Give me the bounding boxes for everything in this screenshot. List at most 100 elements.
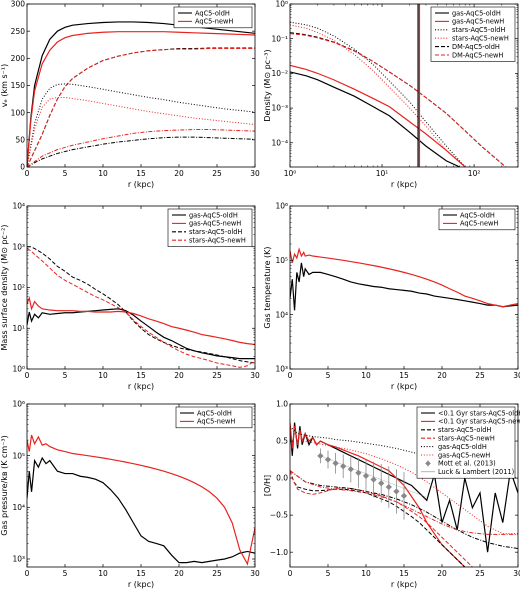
x-tick-label: 25 [212,371,222,380]
legend-label: gas-AqC5-newH [452,18,504,26]
y-tick-label: −0.5 [270,511,288,520]
legend-label: stars-AqC5-newH [438,435,495,443]
axes-frame [26,3,256,168]
x-axis-label: r (kpc) [128,382,154,391]
panel-2: 10⁰ 10¹ 10² 10⁻⁴ 10⁻³ 10⁻² 10⁻¹ 10⁰ r (kpc) Densi… [263,0,519,189]
x-tick-label: 30 [250,569,260,578]
x-tick-label: 0 [25,371,30,380]
y-tick-label: 10⁻¹ [271,34,288,43]
y-tick-label: 10⁻³ [271,104,288,113]
x-tick-label: 20 [174,569,184,578]
y-tick-label: 10⁰ [12,365,25,374]
data-point-marker [378,480,385,487]
x-tick-label: 10 [361,371,371,380]
panel-4: 0 5 10 15 20 25 30 10³ 10⁴ 10⁵ 10⁶ r (kpc) Gas tempe… [263,202,520,391]
legend-box [416,406,516,479]
series-line [27,136,255,167]
legend-label: gas-AqC5-oldH [438,443,487,451]
y-tick-label: 10⁶ [275,202,288,211]
data-point-marker [393,488,400,495]
data-point-marker [385,483,392,491]
x-tick-label: 0 [25,569,30,578]
plot-area [27,21,255,167]
series-line [290,470,466,567]
y-axis-label: Gas pressure/kʙ (K cm⁻³) [0,435,9,536]
axes-frame [289,205,519,370]
series-line [290,422,466,567]
y-tick-label: 300 [11,0,26,9]
series-line [290,262,518,311]
y-axis-label: Mass surface density (M⊙ pc⁻²) [0,225,9,351]
series-line [27,48,255,167]
panel-5: 0 5 10 15 20 25 30 10³ 10⁴ 10⁵ 10⁶ r (kpc) Gas press… [0,400,260,589]
y-tick-label: 200 [11,54,26,63]
x-tick-label: 30 [513,569,520,578]
legend-label: <0.1 Gyr stars-AqC5-newH [438,418,520,426]
x-tick-label: 25 [212,569,222,578]
data-point-marker [400,492,408,499]
plot-area [27,246,255,368]
x-tick-label: 25 [212,169,222,178]
x-tick-label: 30 [250,169,260,178]
series-line [27,83,255,167]
legend-swatch [425,460,431,467]
x-tick-label: 15 [399,569,409,578]
series-line [290,470,518,549]
x-tick-label: 0 [288,371,293,380]
legend-box [173,6,253,29]
x-tick-label: 20 [437,371,447,380]
axes-frame [26,403,256,568]
panel-3: 0 5 10 15 20 25 30 10⁰ 10¹ 10² 10³ 10⁴ r (kpc) Mass s… [0,202,260,391]
y-axis-label: Gas temperature (K) [263,246,272,328]
legend-box [175,406,253,429]
series-line [320,455,427,498]
legend-label: AqC5-newH [460,220,498,228]
y-tick-label: 50 [15,135,25,144]
x-axis-label: r (kpc) [391,580,417,589]
legend-label: Luck & Lambert (2011) [438,468,514,476]
x-tick-label: 5 [326,371,331,380]
x-tick-label: 5 [63,569,68,578]
x-tick-label: 15 [136,569,146,578]
legend-box [430,6,516,62]
x-axis-label: r (kpc) [128,180,154,189]
series-line [27,434,255,566]
legend-label: DM-AqC5-oldH [452,43,500,51]
plot-area [27,434,255,566]
y-axis-label: [O/H] [263,475,272,496]
x-tick-label: 30 [250,371,260,380]
y-tick-label: 10³ [275,365,288,374]
y-tick-label: 10⁶ [12,400,25,409]
legend-label: AqC5-newH [195,18,233,26]
legend-label: stars-AqC5-newH [452,35,509,43]
x-tick-label: 25 [475,371,485,380]
y-axis-label: vₑ (km s⁻¹) [0,64,9,107]
x-tick-label: 10 [361,569,371,578]
x-tick-label: 10¹ [376,169,389,178]
series-line [27,96,255,167]
y-tick-label: 10⁵ [12,451,25,460]
y-tick-label: 1.0 [276,400,288,409]
x-tick-label: 10 [98,371,108,380]
legend-label: AqC5-oldH [197,409,232,417]
legend-label: AqC5-oldH [195,9,230,17]
y-tick-label: 10⁴ [12,202,25,211]
y-tick-label: 10⁰ [275,0,288,9]
x-tick-label: 10⁰ [284,169,297,178]
y-tick-label: 150 [11,81,26,90]
legend-label: stars-AqC5-newH [189,237,246,245]
data-point-marker [347,466,354,473]
series-line [27,296,255,346]
y-tick-label: 10¹ [12,324,25,333]
series-line [290,425,518,479]
y-tick-label: 0.5 [276,437,288,446]
y-tick-label: 10⁻⁴ [271,138,288,147]
legend: gas-AqC5-oldHgas-AqC5-newHstars-AqC5-old… [430,6,516,62]
y-tick-label: 10² [12,283,25,292]
x-tick-label: 0 [288,569,293,578]
legend-label: stars-AqC5-oldH [452,26,505,34]
